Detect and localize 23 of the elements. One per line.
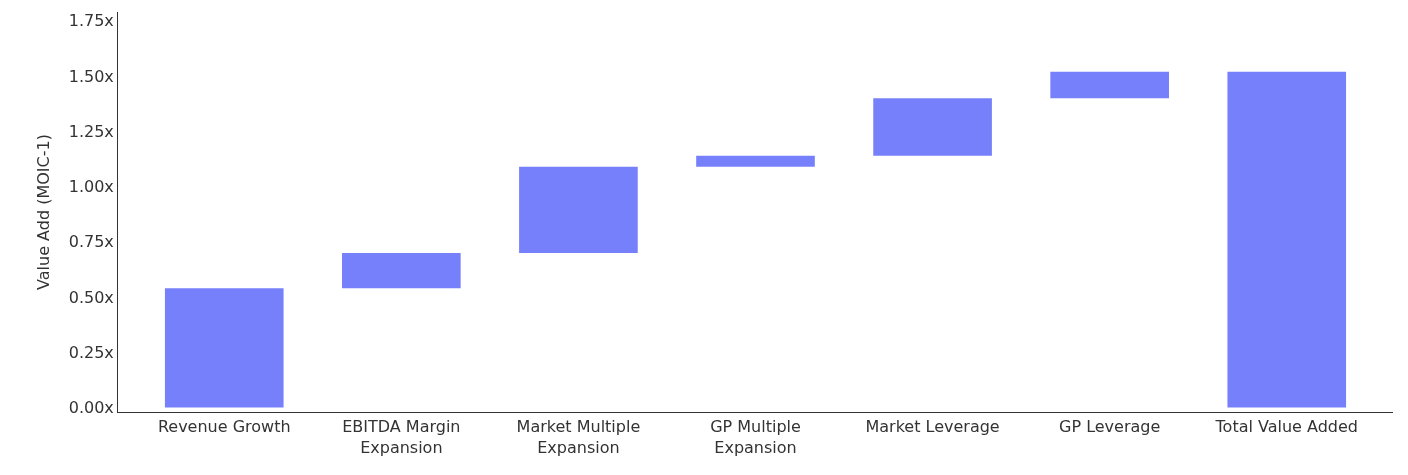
x-tick-label: Market Leverage xyxy=(865,417,1000,437)
x-tick-label: GP Multiple Expansion xyxy=(710,417,801,457)
y-tick-label: 0.00x xyxy=(68,398,114,418)
y-tick-label: 1.25x xyxy=(68,121,114,141)
y-tick-label: 1.75x xyxy=(68,11,114,31)
x-tick-label: Market Multiple Expansion xyxy=(516,417,641,457)
y-tick-label: 0.50x xyxy=(68,287,114,307)
y-tick-label: 1.00x xyxy=(68,177,114,197)
x-tick-label: EBITDA Margin Expansion xyxy=(342,417,461,457)
y-tick-label: 1.50x xyxy=(68,66,114,86)
x-tick-label: GP Leverage xyxy=(1059,417,1161,437)
y-tick-label: 0.25x xyxy=(68,342,114,362)
bar xyxy=(1050,71,1169,99)
bar xyxy=(696,155,815,167)
bar xyxy=(519,166,638,253)
bar xyxy=(1227,71,1347,408)
y-tick-label: 0.75x xyxy=(68,232,114,252)
bar xyxy=(164,288,284,408)
x-tick-label: Revenue Growth xyxy=(157,417,291,437)
bar xyxy=(342,252,461,289)
y-axis-title: Value Add (MOIC-1) xyxy=(33,134,53,290)
x-tick-label: Total Value Added xyxy=(1214,417,1358,437)
bar xyxy=(873,98,992,156)
